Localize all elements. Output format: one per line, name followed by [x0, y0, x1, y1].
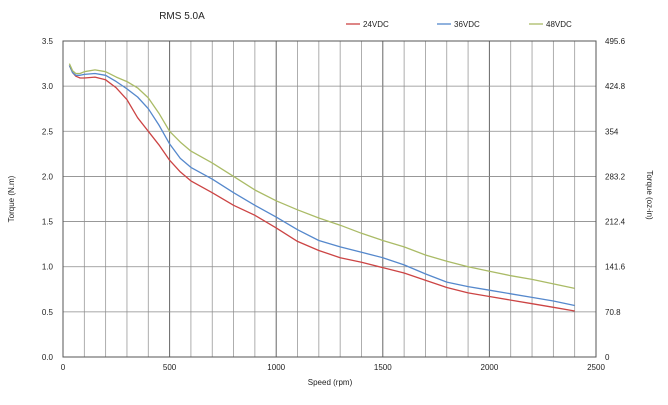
x-tick-label: 2500: [587, 363, 605, 372]
x-tick-label: 1500: [374, 363, 392, 372]
y-tick-label: 1.0: [42, 263, 54, 272]
y2-tick-label: 495.6: [605, 37, 626, 46]
y-tick-label: 2.0: [42, 172, 54, 181]
y2-tick-label: 70.8: [605, 308, 621, 317]
y-tick-label: 0.0: [42, 353, 54, 362]
legend-label-36vdc: 36VDC: [454, 20, 480, 29]
y-tick-label: 1.5: [42, 218, 54, 227]
plot-series: [68, 63, 575, 312]
legend-label-48vdc: 48VDC: [546, 20, 572, 29]
x-tick-label: 0: [61, 363, 66, 372]
x-axis-label: Speed (rpm): [308, 378, 353, 387]
y-axis-label: Torque (N.m): [7, 175, 16, 222]
legend-label-24vdc: 24VDC: [363, 20, 389, 29]
grid: [63, 40, 596, 357]
chart-title: RMS 5.0A: [159, 11, 205, 22]
x-tick-label: 2000: [481, 363, 499, 372]
y2-tick-label: 424.8: [605, 82, 626, 91]
axes: 0 500 1000 1500 2000 2500 0.0 0.5 1.0 1.5 2.0 2.5 3.…: [42, 37, 626, 372]
y2-tick-label: 212.4: [605, 218, 626, 227]
series-line-36vdc: [68, 65, 575, 307]
y-tick-label: 3.5: [42, 37, 54, 46]
y2-tick-label: 283.2: [605, 172, 626, 181]
series-line-48vdc: [68, 63, 575, 290]
x-tick-label: 500: [163, 363, 177, 372]
y-tick-label: 3.0: [42, 82, 54, 91]
y2-tick-label: 0: [605, 353, 610, 362]
y2-tick-label: 354: [605, 127, 619, 136]
plot-frame: [62, 40, 597, 358]
y2-axis-label: Torque (oz-in): [645, 170, 654, 220]
y-tick-label: 0.5: [42, 308, 54, 317]
legend: 24VDC 36VDC 48VDC: [346, 20, 572, 29]
series-line-24vdc: [68, 65, 575, 312]
y2-tick-label: 141.6: [605, 263, 626, 272]
y-tick-label: 2.5: [42, 127, 54, 136]
x-tick-label: 1000: [267, 363, 285, 372]
